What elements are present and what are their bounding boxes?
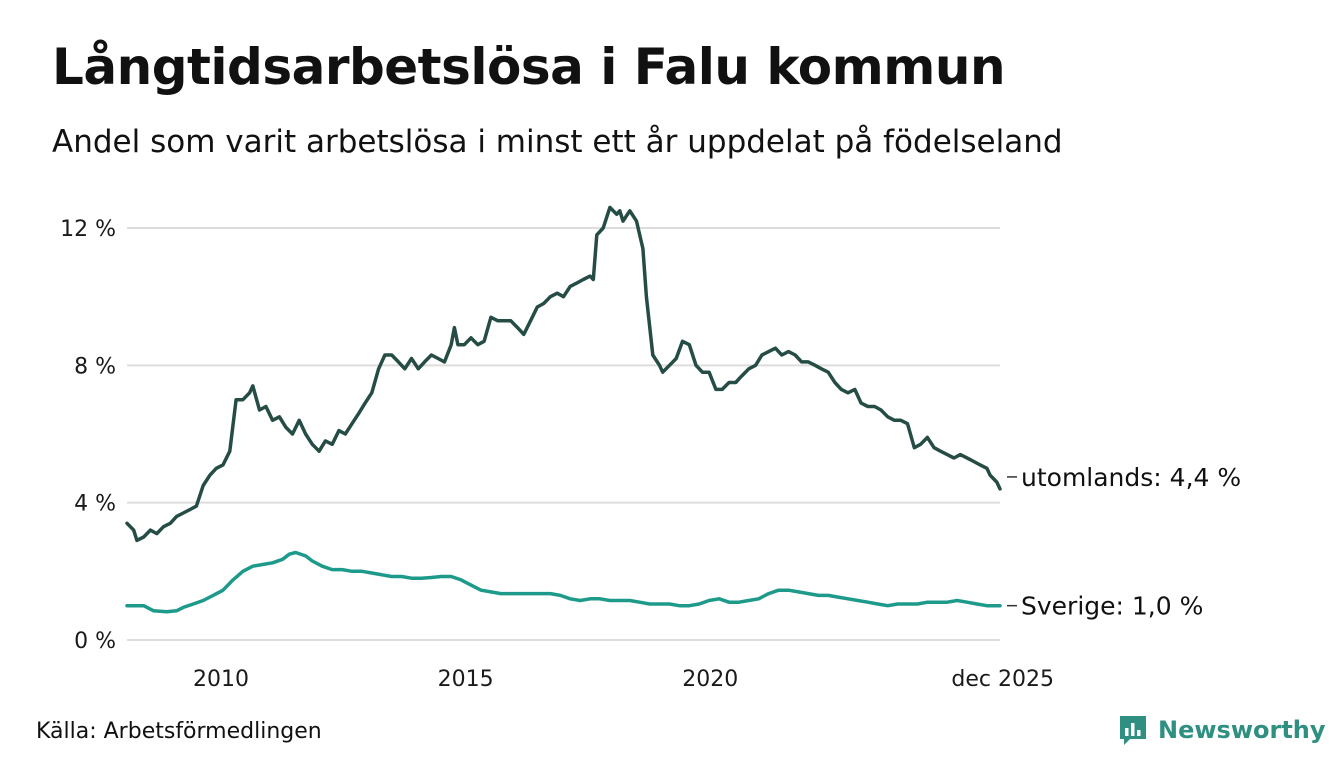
series-end-label-sverige: Sverige: 1,0 %: [1021, 592, 1203, 621]
y-tick-label: 8 %: [74, 354, 116, 379]
x-tick-label: dec 2025: [951, 667, 1054, 692]
brand-name: Newsworthy: [1158, 716, 1326, 744]
series-end-labels: utomlands: 4,4 % Sverige: 1,0 %: [1007, 463, 1241, 621]
series-lines: [125, 205, 1002, 614]
y-tick-label: 12 %: [60, 217, 116, 242]
source-note: Källa: Arbetsförmedlingen: [36, 719, 322, 744]
series-line-sverige: [125, 550, 1002, 614]
series-line-utomlands: [125, 205, 1002, 543]
bar-chart-icon: [1120, 716, 1146, 745]
chart-subtitle: Andel som varit arbetslösa i minst ett å…: [52, 124, 1063, 160]
x-tick-label: 2015: [438, 667, 494, 692]
line-chart: 0 % 4 % 8 % 12 % 2010 2015 2020 dec 2025 utoml…: [60, 205, 1241, 692]
y-tick-label: 0 %: [74, 629, 116, 654]
newsworthy-logo[interactable]: Newsworthy: [1118, 714, 1326, 746]
y-tick-label: 4 %: [74, 492, 116, 517]
chart-title: Långtidsarbetslösa i Falu kommun: [52, 38, 1006, 96]
x-axis-ticks: 2010 2015 2020 dec 2025: [193, 667, 1054, 692]
x-tick-label: 2020: [682, 667, 738, 692]
series-end-label-utomlands: utomlands: 4,4 %: [1021, 463, 1241, 492]
y-axis-ticks: 0 % 4 % 8 % 12 %: [60, 217, 116, 654]
x-tick-label: 2010: [193, 667, 249, 692]
grid-lines: [127, 227, 1000, 641]
